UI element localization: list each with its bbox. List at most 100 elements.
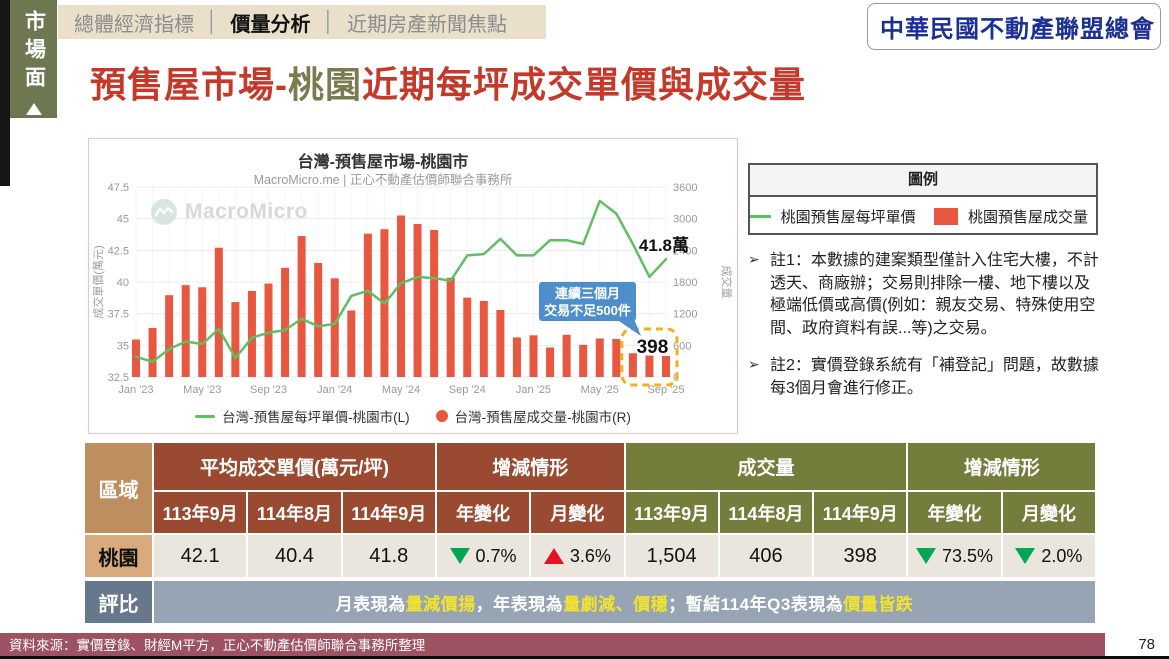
page-title: 預售屋市場-桃園近期每坪成交單價與成交量: [90, 56, 806, 108]
svg-text:42.5: 42.5: [108, 245, 129, 257]
legend-bar-swatch: [933, 207, 958, 225]
volume-month-change: 2.0%: [1002, 535, 1095, 577]
chart-legend-item: 台灣-預售屋每坪單價-桃園市(L): [195, 406, 410, 426]
svg-text:Jan '24: Jan '24: [317, 384, 352, 396]
tab-3[interactable]: 近期房產新聞焦點: [347, 13, 507, 36]
svg-text:47.5: 47.5: [108, 182, 129, 194]
volume-114-09: 398: [814, 535, 907, 577]
eval-highlight: 量劇減、價穩: [563, 594, 669, 614]
evaluation-text: 月表現為 量減價揚 ，年表現為 量劇減、價穩 ；暫結114年Q3表現為 價量皆跌: [154, 581, 1095, 623]
sidebar-arrow-up-icon: [25, 103, 42, 115]
chart-legend-label: 台灣-預售屋成交量-桃園市(R): [454, 410, 631, 425]
sub-header: 114年9月: [814, 492, 907, 533]
legend-box-body: 桃園預售屋每坪單價 桃園預售屋成交量: [750, 197, 1096, 235]
legend-line-swatch: [750, 214, 771, 218]
note-2-label: 註2：: [770, 356, 811, 374]
svg-text:Sep '23: Sep '23: [250, 384, 287, 396]
price-month-change: 3.6%: [531, 535, 624, 577]
eval-highlight: 量減價揚: [405, 594, 476, 614]
stats-table: 區域 平均成交單價(萬元/坪) 增減情形 成交量 增減情形 113年9月 114…: [85, 443, 1095, 577]
triangle-down-icon: [916, 548, 937, 564]
price-year-change: 0.7%: [436, 535, 530, 577]
eval-text: ；暫結114年Q3表現為: [668, 594, 844, 614]
header-tab-bar: 總體經濟指標 │ 價量分析 │ 近期房產新聞焦點: [58, 5, 546, 39]
svg-text:May '25: May '25: [581, 384, 619, 396]
volume-113-09: 1,504: [625, 535, 718, 577]
svg-text:3000: 3000: [673, 214, 697, 226]
dot-swatch-icon: [435, 410, 448, 422]
triangle-down-icon: [1015, 548, 1036, 564]
price-114-09: 41.8: [342, 535, 435, 577]
line-swatch-icon: [195, 414, 216, 418]
evaluation-label: 評比: [85, 581, 152, 623]
sub-header: 年變化: [908, 492, 1001, 533]
macromicro-watermark: MacroMicro: [151, 199, 308, 225]
page-number: 78: [1138, 636, 1155, 653]
triangle-up-icon: [543, 548, 564, 564]
svg-text:1800: 1800: [673, 277, 697, 289]
eval-text: ，年表現為: [475, 594, 564, 614]
notes: ➢ 註1：本數據的建案類型僅計入住宅大樓，不計透天、商廠辦；交易則排除一樓、地下樓…: [748, 250, 1102, 414]
change-value: 3.6%: [569, 545, 611, 566]
sidebar-tab-market[interactable]: 市場面: [10, 0, 57, 118]
tab-2[interactable]: 價量分析: [230, 13, 311, 36]
page-title-part-1: 預售屋市場-: [90, 64, 288, 105]
chart-legend-label: 台灣-預售屋每坪單價-桃園市(L): [222, 410, 410, 425]
sub-header: 月變化: [1002, 492, 1095, 533]
svg-text:成交單價(萬元): 成交單價(萬元): [91, 245, 105, 318]
svg-text:1200: 1200: [673, 309, 697, 321]
sub-header: 114年9月: [342, 492, 435, 533]
group-header-volume-change: 增減情形: [908, 443, 1095, 490]
svg-text:41.8萬: 41.8萬: [639, 235, 689, 255]
svg-text:32.5: 32.5: [108, 372, 129, 384]
group-header-price: 平均成交單價(萬元/坪): [154, 443, 435, 490]
sub-header: 114年8月: [248, 492, 341, 533]
sub-header: 年變化: [436, 492, 530, 533]
legend-box: 圖例 桃園預售屋每坪單價 桃園預售屋成交量: [748, 163, 1098, 235]
note-2-text: 實價登錄系統有「補登記」問題，故數據每3個月會進行修正。: [770, 356, 1099, 397]
svg-text:2400: 2400: [673, 245, 697, 257]
svg-text:Jan '25: Jan '25: [516, 384, 551, 396]
watermark-text: MacroMicro: [185, 200, 308, 223]
svg-text:Sep '24: Sep '24: [449, 384, 486, 396]
sub-header: 113年9月: [625, 492, 718, 533]
tab-1[interactable]: 總體經濟指標: [74, 13, 194, 36]
price-113-09: 42.1: [154, 535, 247, 577]
chart-legend: 台灣-預售屋每坪單價-桃園市(L) 台灣-預售屋成交量-桃園市(R): [89, 406, 737, 426]
group-header-volume: 成交量: [625, 443, 907, 490]
col-header-region: 區域: [85, 443, 152, 533]
chart-title: 台灣-預售屋市場-桃園市: [297, 154, 469, 171]
svg-text:成交量: 成交量: [720, 266, 734, 299]
eval-text: 月表現為: [335, 594, 406, 614]
volume-114-08: 406: [719, 535, 813, 577]
page-title-part-3: 近期每坪成交單價與成交量: [362, 64, 807, 105]
svg-text:Sep '25: Sep '25: [648, 384, 685, 396]
group-header-price-change: 增減情形: [436, 443, 624, 490]
sub-header: 月變化: [531, 492, 624, 533]
chart-card: 47.5 3600 45 3000 42.5 2400 40 1800 37.5 1200 35 60…: [88, 138, 738, 434]
svg-text:35: 35: [117, 340, 129, 352]
legend-bar-label: 桃園預售屋成交量: [967, 208, 1088, 226]
footer-source: 資料來源：實價登錄、財經M平方，正心不動產估價師聯合事務所整理: [0, 633, 1105, 659]
page-title-part-2: 桃園: [288, 64, 363, 105]
note-2: ➢ 註2：實價登錄系統有「補登記」問題，故數據每3個月會進行修正。: [748, 355, 1102, 400]
change-value: 2.0%: [1041, 545, 1083, 566]
svg-text:May '23: May '23: [183, 384, 221, 396]
row-region: 桃園: [85, 535, 152, 577]
svg-text:398: 398: [637, 337, 669, 358]
sub-header: 114年8月: [719, 492, 813, 533]
legend-line-label: 桃園預售屋每坪單價: [780, 208, 916, 226]
change-value: 73.5%: [942, 545, 994, 566]
note-bullet-icon: ➢: [748, 251, 760, 267]
evaluation-row: 評比 月表現為 量減價揚 ，年表現為 量劇減、價穩 ；暫結114年Q3表現為 價量皆跌: [85, 581, 1095, 623]
eval-highlight: 價量皆跌: [843, 594, 914, 614]
tab-separator: │: [322, 10, 336, 33]
note-1-label: 註1：: [770, 252, 811, 269]
svg-text:40: 40: [117, 277, 129, 289]
legend-box-title: 圖例: [750, 165, 1096, 197]
price-114-08: 40.4: [248, 535, 341, 577]
volume-year-change: 73.5%: [908, 535, 1001, 577]
org-logo-text: 中華民國不動產聯盟總會: [880, 17, 1155, 43]
left-edge-strip: [0, 0, 10, 186]
